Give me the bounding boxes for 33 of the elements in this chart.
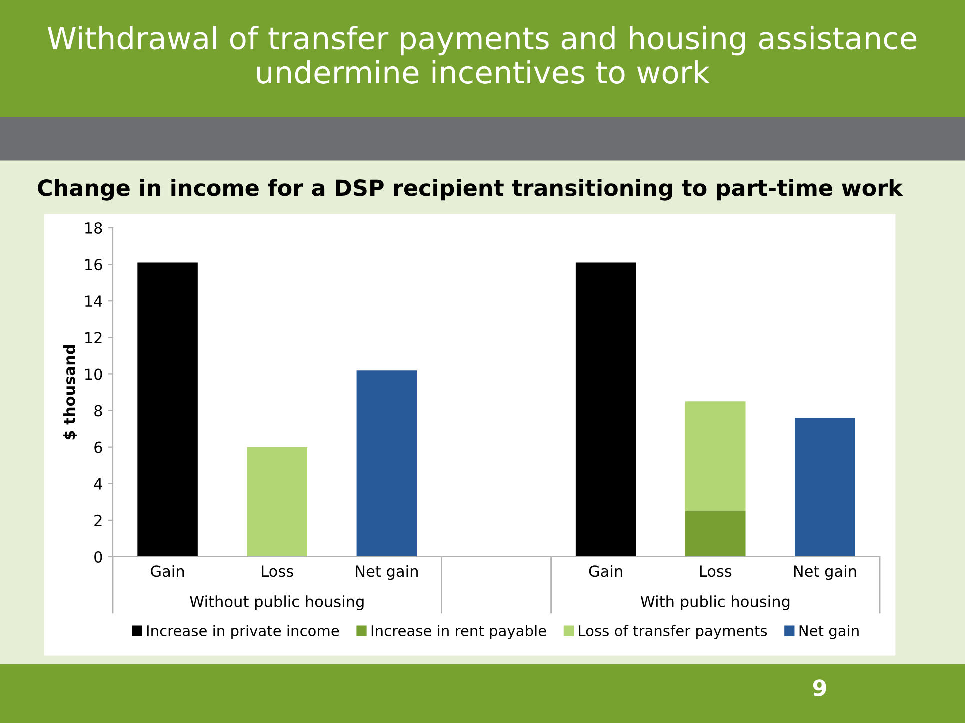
y-tick-label: 16: [86, 259, 102, 271]
x-tick-label: Gain: [151, 565, 184, 578]
x-tick-label: Loss: [262, 566, 294, 578]
bar: [576, 262, 636, 557]
text: With public housing: [640, 596, 790, 610]
bar: [795, 418, 856, 557]
text: 9: [813, 680, 826, 696]
bar: [138, 262, 198, 557]
bar: [686, 402, 746, 512]
y-axis-title: $ thousand: [63, 345, 78, 440]
y-tick-label: 8: [94, 405, 102, 417]
x-tick-label: Gain: [589, 565, 622, 578]
bar: [247, 447, 308, 557]
legend-label: Increase in rent payable: [372, 625, 546, 640]
y-tick-label: 18: [86, 222, 102, 234]
text: Without public housing: [190, 596, 364, 610]
x-tick-label: Net gain: [794, 565, 856, 580]
y-tick-label: 6: [94, 442, 102, 454]
legend-label: Loss of transfer payments: [579, 625, 768, 640]
y-tick-label: 12: [86, 332, 102, 344]
y-tick-label: 2: [94, 514, 102, 526]
x-tick-label: Net gain: [356, 565, 418, 580]
y-tick-label: 14: [86, 296, 102, 307]
legend-label: Net gain: [800, 625, 859, 640]
bar: [686, 511, 746, 557]
legend-label: Increase in private income: [147, 625, 340, 640]
bar: [356, 370, 418, 557]
y-tick-label: 4: [94, 478, 102, 490]
chart-subtitle: Change in income for a DSP recipient transitioning to part-time work: [38, 179, 904, 201]
x-tick-label: Loss: [700, 566, 732, 578]
y-tick-label: 10: [86, 368, 102, 380]
chart-title: Withdrawal of transfer payments and housing assistance undermine incentives to work: [48, 26, 917, 84]
y-tick-label: 0: [94, 551, 102, 564]
